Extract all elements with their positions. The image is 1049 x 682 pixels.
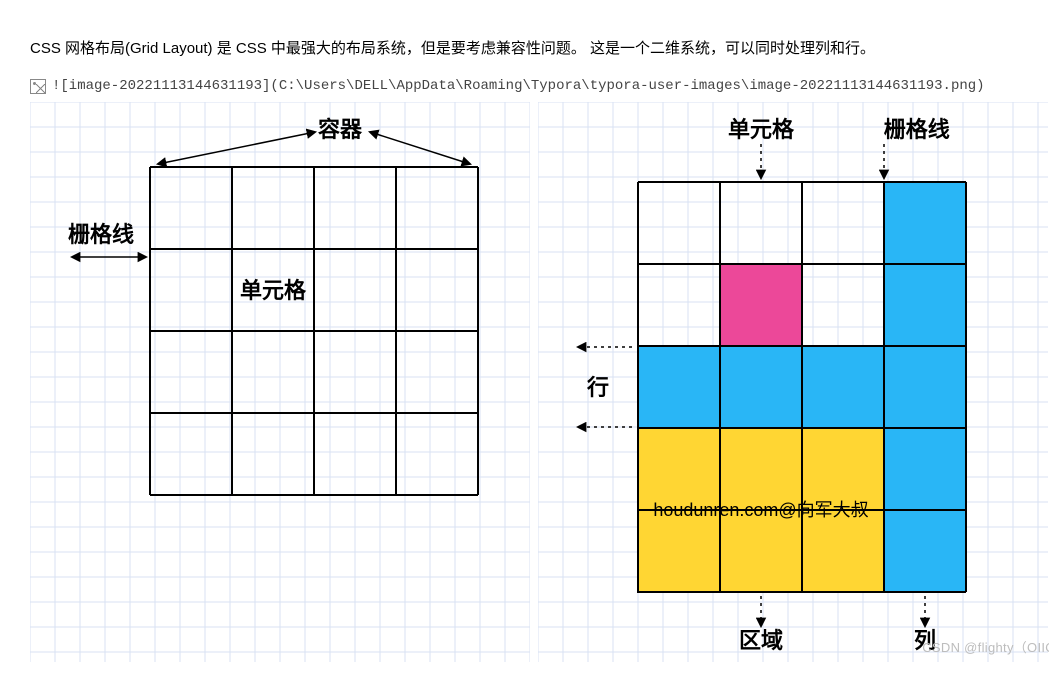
- svg-text:单元格: 单元格: [240, 278, 307, 303]
- svg-text:容器: 容器: [318, 117, 363, 142]
- svg-text:栅格线: 栅格线: [68, 222, 134, 247]
- broken-image-icon: [30, 79, 46, 94]
- svg-text:区域: 区域: [739, 628, 783, 653]
- grid-diagram-figure: 容器栅格线单元格 单元格栅格线行区域列houdunren.com@向军大叔: [30, 102, 1049, 662]
- svg-text:栅格线: 栅格线: [884, 117, 950, 142]
- broken-image-line: ![image-20221113144631193](C:\Users\DELL…: [30, 78, 1049, 94]
- intro-text: CSS 网格布局(Grid Layout) 是 CSS 中最强大的布局系统，但是…: [30, 35, 1049, 62]
- right-diagram: 单元格 栅格线行区域 列 houdunren.com@向军大叔: [538, 102, 1048, 662]
- broken-image-path: ![image-20221113144631193](C:\Users\DELL…: [52, 78, 985, 94]
- left-diagram: 容器栅格线单元格: [30, 102, 530, 662]
- svg-text:列: 列: [914, 628, 936, 653]
- svg-text:单元格: 单元格: [728, 117, 795, 142]
- svg-text:houdunren.com@向军大叔: houdunren.com@向军大叔: [653, 500, 868, 520]
- svg-text:行: 行: [586, 375, 609, 400]
